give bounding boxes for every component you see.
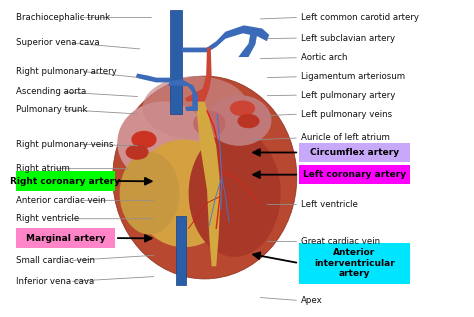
Ellipse shape — [119, 152, 180, 235]
Text: Left subclavian artery: Left subclavian artery — [301, 34, 395, 42]
Ellipse shape — [133, 139, 235, 247]
Text: Ligamentum arteriosum: Ligamentum arteriosum — [301, 72, 406, 81]
Text: Superior vena cava: Superior vena cava — [16, 38, 100, 47]
Polygon shape — [170, 10, 182, 114]
Text: Marginal artery: Marginal artery — [26, 234, 105, 243]
Polygon shape — [136, 74, 170, 82]
Polygon shape — [185, 47, 212, 101]
FancyBboxPatch shape — [299, 165, 410, 184]
Ellipse shape — [131, 131, 156, 148]
Text: Apex: Apex — [301, 296, 323, 305]
Text: Left pulmonary veins: Left pulmonary veins — [301, 110, 392, 119]
Text: Small cardiac vein: Small cardiac vein — [16, 256, 95, 265]
Polygon shape — [238, 32, 258, 57]
Text: Ascending aorta: Ascending aorta — [16, 87, 86, 96]
Text: Great cardiac vein: Great cardiac vein — [301, 237, 381, 246]
Text: Left ventricle: Left ventricle — [301, 200, 358, 209]
Ellipse shape — [126, 145, 148, 160]
Ellipse shape — [237, 114, 260, 128]
Polygon shape — [168, 79, 198, 111]
Text: Auricle of left atrium: Auricle of left atrium — [301, 133, 390, 142]
Ellipse shape — [117, 101, 210, 184]
Ellipse shape — [230, 100, 255, 116]
Text: Circumflex artery: Circumflex artery — [310, 148, 399, 157]
FancyBboxPatch shape — [299, 243, 410, 284]
Text: Left coronary artery: Left coronary artery — [303, 170, 406, 179]
Ellipse shape — [193, 111, 226, 136]
Text: Anterior
interventricular
artery: Anterior interventricular artery — [314, 248, 395, 278]
Ellipse shape — [189, 130, 281, 257]
Polygon shape — [196, 101, 221, 266]
Ellipse shape — [207, 95, 272, 146]
Text: Right coronary artery: Right coronary artery — [10, 177, 120, 185]
Ellipse shape — [143, 76, 248, 139]
FancyBboxPatch shape — [16, 228, 115, 248]
Text: Aortic arch: Aortic arch — [301, 53, 348, 62]
Text: Right ventricle: Right ventricle — [16, 214, 79, 223]
Text: Right atrium: Right atrium — [16, 164, 70, 173]
Ellipse shape — [113, 76, 297, 279]
Text: Right pulmonary artery: Right pulmonary artery — [16, 67, 117, 76]
Text: Brachiocephalic trunk: Brachiocephalic trunk — [16, 13, 110, 22]
Text: Left common carotid artery: Left common carotid artery — [301, 13, 419, 22]
Text: Right pulmonary veins: Right pulmonary veins — [16, 140, 114, 149]
FancyBboxPatch shape — [16, 171, 115, 191]
Polygon shape — [182, 25, 269, 52]
Text: Inferior vena cava: Inferior vena cava — [16, 277, 94, 286]
Text: Pulmonary trunk: Pulmonary trunk — [16, 105, 88, 114]
Text: Left pulmonary artery: Left pulmonary artery — [301, 91, 396, 100]
Text: Anterior cardiac vein: Anterior cardiac vein — [16, 196, 106, 205]
FancyBboxPatch shape — [299, 143, 410, 162]
Polygon shape — [176, 216, 186, 285]
